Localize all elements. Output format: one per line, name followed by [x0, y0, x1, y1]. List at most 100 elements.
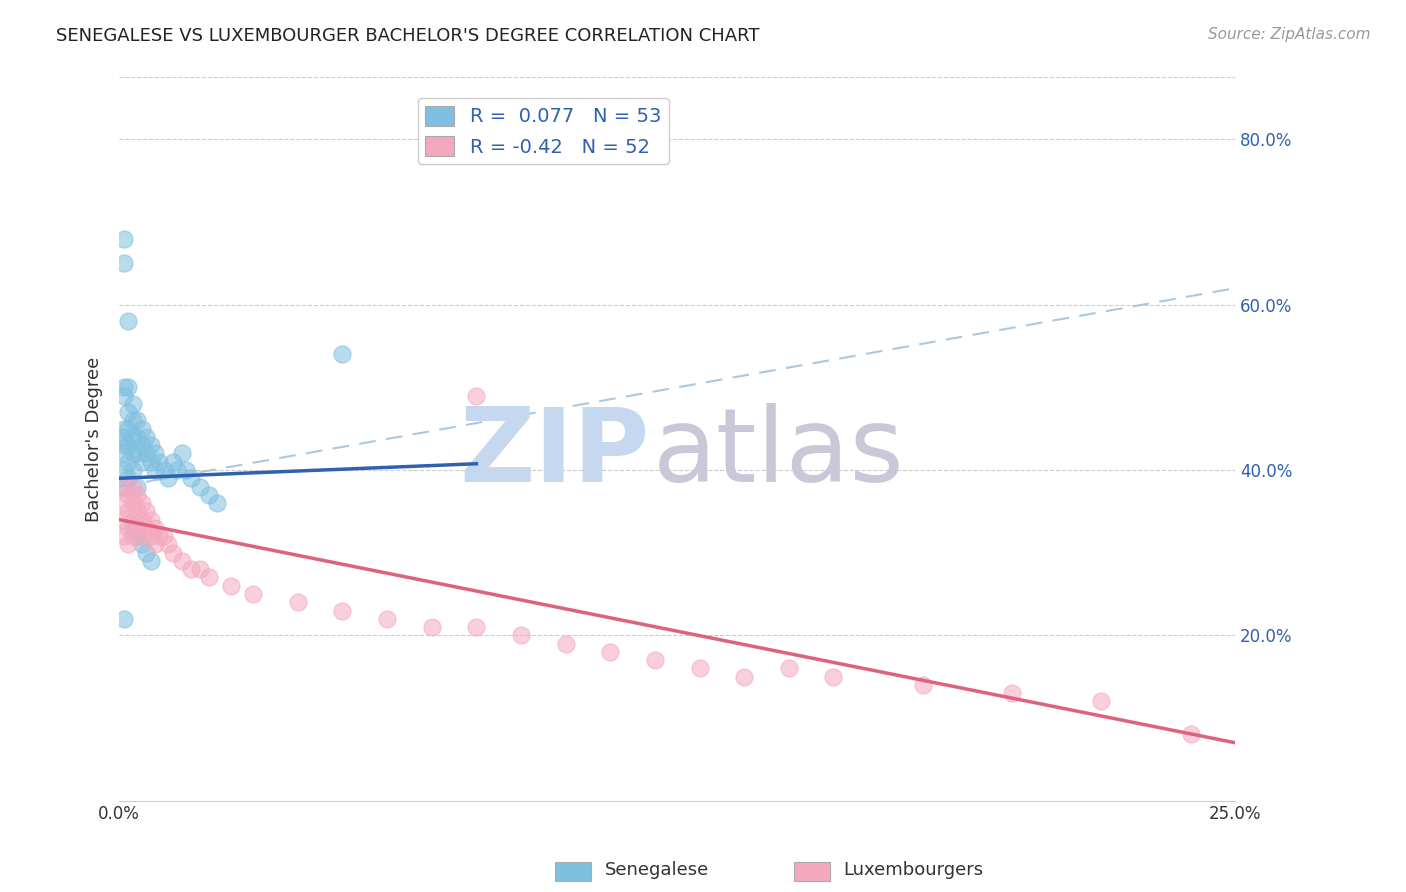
Point [139, 529, 162, 543]
Point [117, 422, 139, 436]
Point [162, 546, 184, 560]
Point [121, 513, 143, 527]
Point [170, 446, 193, 460]
Point [112, 389, 135, 403]
Point [143, 537, 166, 551]
Point [162, 455, 184, 469]
Point [117, 521, 139, 535]
Point [1180, 727, 1202, 741]
Point [121, 496, 143, 510]
Point [131, 537, 153, 551]
Point [112, 446, 135, 460]
Point [131, 438, 153, 452]
Point [143, 521, 166, 535]
Point [375, 612, 398, 626]
Point [117, 504, 139, 518]
Point [188, 479, 211, 493]
Point [117, 438, 139, 452]
Point [420, 620, 443, 634]
Point [127, 430, 149, 444]
Point [112, 438, 135, 452]
Point [823, 670, 845, 684]
Point [135, 446, 157, 460]
Point [121, 521, 143, 535]
Text: Source: ZipAtlas.com: Source: ZipAtlas.com [1208, 27, 1371, 42]
Point [644, 653, 666, 667]
Point [112, 256, 135, 270]
Point [112, 231, 135, 245]
Point [242, 587, 264, 601]
Point [157, 471, 180, 485]
Point [1090, 694, 1112, 708]
Point [139, 455, 162, 469]
Point [180, 562, 202, 576]
Text: Senegalese: Senegalese [605, 861, 709, 879]
Text: atlas: atlas [652, 403, 904, 504]
Point [131, 455, 153, 469]
Point [112, 479, 135, 493]
Point [112, 612, 135, 626]
Point [127, 504, 149, 518]
Point [287, 595, 309, 609]
Point [139, 554, 162, 568]
Point [554, 637, 576, 651]
Point [121, 430, 143, 444]
Point [174, 463, 197, 477]
Point [689, 661, 711, 675]
Point [112, 479, 135, 493]
Point [510, 628, 533, 642]
Text: Luxembourgers: Luxembourgers [844, 861, 984, 879]
Point [135, 521, 157, 535]
Point [143, 463, 166, 477]
Legend: R =  0.077   N = 53, R = -0.42   N = 52: R = 0.077 N = 53, R = -0.42 N = 52 [418, 98, 669, 164]
Point [117, 405, 139, 419]
Point [135, 504, 157, 518]
Point [911, 678, 934, 692]
Point [135, 546, 157, 560]
Point [127, 488, 149, 502]
Y-axis label: Bachelor's Degree: Bachelor's Degree [86, 357, 103, 522]
Point [112, 463, 135, 477]
Point [599, 645, 621, 659]
Point [117, 380, 139, 394]
Point [180, 471, 202, 485]
Point [153, 529, 176, 543]
Point [112, 496, 135, 510]
Point [117, 488, 139, 502]
Point [121, 463, 143, 477]
Point [121, 397, 143, 411]
Point [121, 479, 143, 493]
Text: ZIP: ZIP [458, 403, 650, 504]
Point [131, 513, 153, 527]
Point [127, 413, 149, 427]
Point [112, 513, 135, 527]
Text: SENEGALESE VS LUXEMBOURGER BACHELOR'S DEGREE CORRELATION CHART: SENEGALESE VS LUXEMBOURGER BACHELOR'S DE… [56, 27, 759, 45]
Point [153, 463, 176, 477]
Point [121, 529, 143, 543]
Point [197, 488, 219, 502]
Point [112, 430, 135, 444]
Point [197, 570, 219, 584]
Point [117, 471, 139, 485]
Point [157, 537, 180, 551]
Point [207, 496, 229, 510]
Point [131, 496, 153, 510]
Point [733, 670, 755, 684]
Point [148, 455, 170, 469]
Point [135, 430, 157, 444]
Point [127, 529, 149, 543]
Point [121, 446, 143, 460]
Point [188, 562, 211, 576]
Point [131, 529, 153, 543]
Point [219, 579, 242, 593]
Point [117, 537, 139, 551]
Point [131, 422, 153, 436]
Point [139, 513, 162, 527]
Point [117, 455, 139, 469]
Point [148, 529, 170, 543]
Point [143, 446, 166, 460]
Point [127, 521, 149, 535]
Point [465, 389, 488, 403]
Point [332, 603, 354, 617]
Point [112, 422, 135, 436]
